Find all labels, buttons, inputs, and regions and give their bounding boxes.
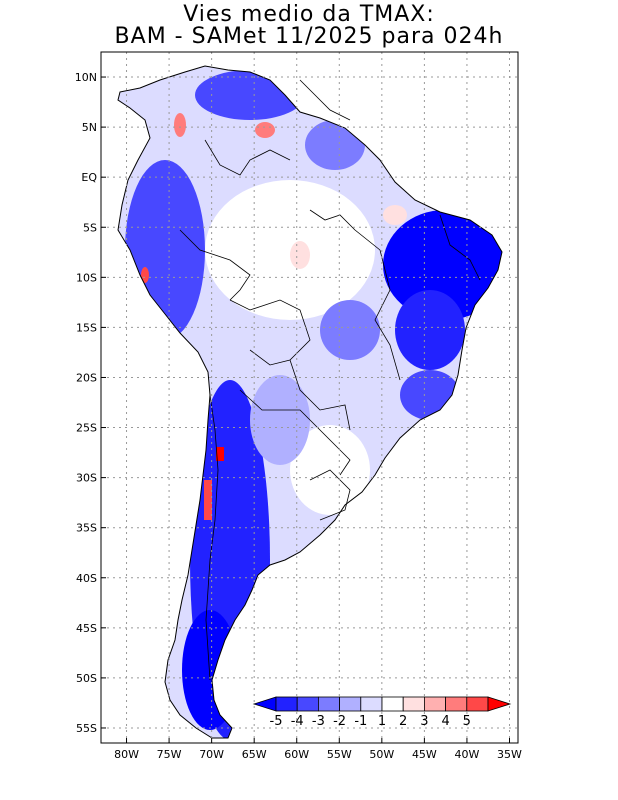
x-tick-label: 35W [497,748,522,761]
colorbar-high-arrow [487,696,512,712]
colorbar-label: -2 [333,714,346,729]
weak-bias-amazon [205,180,375,320]
bias-field [125,70,502,738]
colorbar-bin [466,696,489,712]
colorbar-bin [317,696,340,712]
positive-andes-peak [216,447,224,461]
y-tick-label: 35S [76,522,97,535]
colorbar-bin [275,696,298,712]
colorbar-label: -4 [291,714,304,729]
colorbar-label: -3 [312,714,325,729]
positive-andes-central [204,480,212,520]
colorbar-label: 1 [378,714,386,729]
x-tick-label: 45W [412,748,437,761]
colorbar [252,696,512,712]
positive-colombia [174,113,186,137]
x-tick-label: 80W [114,748,139,761]
plot-frame [100,51,519,744]
colorbar-bin [296,696,319,712]
y-tick-label: 30S [76,472,97,485]
x-tick-label: 40W [455,748,480,761]
border-argentina-north [239,389,351,476]
y-tick-label: 25S [76,422,97,435]
colorbar-bin [360,696,383,712]
y-tick-label: 15S [76,321,97,334]
negative-chaco [250,375,310,465]
y-tick-label: 20S [76,371,97,384]
negative-central [320,300,380,360]
y-axis-ticks: 10N 5N EQ 5S 10S 15S 20S 25S 30S 35S 40S 45S 50S 55S [75,71,106,735]
x-tick-label: 60W [284,748,309,761]
y-tick-label: 10N [75,71,97,84]
positive-para [383,205,407,225]
colorbar-label: 4 [441,714,449,729]
colorbar-label: 2 [399,714,407,729]
border-goias [374,249,401,381]
border-amazon-states [309,209,381,251]
border-colombia-brazil [204,139,291,176]
y-tick-label: 5S [83,221,97,234]
border-guianas [299,79,351,121]
y-tick-label: 40S [76,572,97,585]
colorbar-bin [381,696,404,712]
border-peru-brazil [179,229,251,301]
y-tick-label: 45S [76,622,97,635]
colorbar-label: -1 [354,714,367,729]
border-chile-argentina [205,394,219,681]
x-tick-label: 70W [199,748,224,761]
y-tick-label: 10S [76,271,97,284]
border-northeast-states [439,214,481,281]
colorbar-bin [339,696,362,712]
x-axis-ticks: 80W 75W 70W 65W 60W 55W 50W 45W 40W 35W [114,738,522,761]
x-tick-label: 50W [369,748,394,761]
colorbar-bin [402,696,425,712]
border-bolivia [229,299,311,366]
colorbar-label: 3 [420,714,428,729]
y-tick-label: 55S [76,722,97,735]
positive-peru-coast [141,267,149,283]
x-tick-label: 55W [327,748,352,761]
colorbar-label: -5 [270,714,283,729]
negative-east [395,290,465,370]
positive-amazon [290,241,310,269]
border-uruguay [309,469,351,521]
x-tick-label: 75W [157,748,182,761]
colorbar-label: 5 [463,714,471,729]
positive-venezuela-south [255,122,275,138]
y-tick-label: 5N [82,121,97,134]
x-tick-label: 65W [242,748,267,761]
colorbar-bin [423,696,446,712]
y-tick-label: EQ [81,171,97,184]
gridlines [101,52,518,743]
country-borders [179,79,481,681]
strong-negative-northeast [383,210,502,320]
map-title-line-1: Vies medio da TMAX: [183,2,435,27]
y-tick-label: 50S [76,672,97,685]
map-title-line-2: BAM - SAMet 11/2025 para 024h [114,24,504,49]
colorbar-bin [445,696,468,712]
border-paraguay [289,359,351,431]
colorbar-labels: -5 -4 -3 -2 -1 1 2 3 4 5 [270,714,471,729]
